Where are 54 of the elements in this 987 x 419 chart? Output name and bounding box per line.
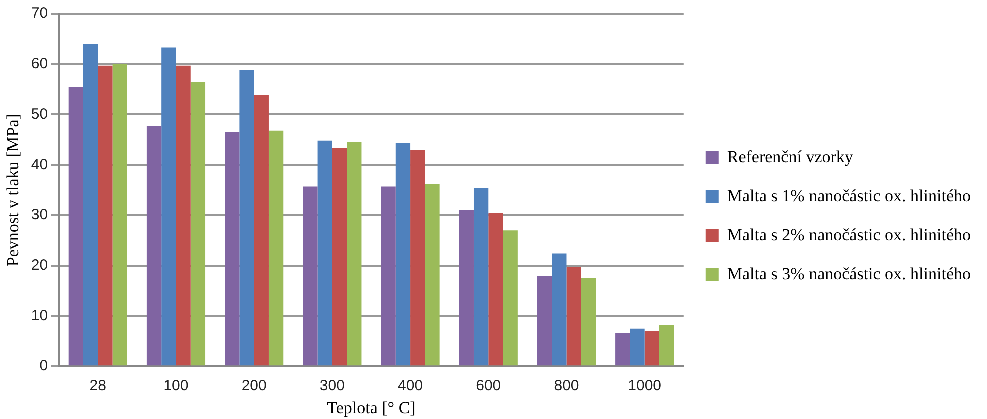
legend-label: Referenční vzorky — [727, 147, 854, 166]
bar — [488, 212, 504, 366]
x-tick-label: 600 — [476, 378, 502, 395]
y-tick-label: 60 — [31, 56, 48, 73]
bar — [225, 132, 240, 366]
bar — [146, 126, 162, 366]
bar — [552, 254, 567, 366]
x-tick-label: 800 — [554, 378, 580, 395]
x-tick-label: 300 — [320, 378, 345, 395]
bar — [537, 276, 552, 366]
bar — [112, 64, 128, 366]
bar — [630, 328, 645, 366]
bar — [268, 130, 284, 366]
bar — [68, 87, 84, 366]
bar — [176, 66, 191, 366]
bar — [381, 186, 396, 366]
y-tick-label: 10 — [31, 307, 48, 324]
y-tick-label: 20 — [31, 257, 48, 274]
y-tick-label: 70 — [31, 5, 48, 22]
bar — [83, 44, 98, 366]
x-tick-label: 100 — [164, 378, 189, 395]
bar — [396, 143, 411, 366]
y-axis-title: Pevnost v tlaku [MPa] — [4, 114, 23, 267]
bar — [474, 188, 489, 366]
bar — [347, 142, 362, 366]
x-tick-label: 28 — [90, 378, 106, 395]
bar — [410, 150, 426, 366]
bar — [98, 66, 113, 366]
bar — [581, 278, 596, 366]
y-tick-label: 50 — [31, 106, 48, 123]
y-tick-label: 0 — [40, 358, 48, 375]
bar — [318, 140, 332, 366]
bar — [254, 95, 269, 366]
x-tick-label: 1000 — [628, 378, 662, 395]
bar — [240, 70, 254, 366]
bar — [425, 184, 440, 366]
bar — [566, 267, 582, 366]
bar — [303, 186, 318, 366]
bar — [503, 230, 518, 366]
legend-label: Malta s 2% nanočástic ox. hlinitého — [727, 225, 972, 244]
x-axis-title: Teplota [° C] — [327, 398, 416, 418]
bar — [644, 331, 660, 366]
x-tick-label: 200 — [242, 378, 267, 395]
bar — [162, 48, 176, 366]
bar — [659, 325, 674, 366]
bar — [616, 333, 630, 366]
legend-label: Malta s 3% nanočástic ox. hlinitého — [727, 264, 972, 284]
legend-label: Malta s 1% nanočástic ox. hlinitého — [727, 186, 972, 206]
bar — [190, 82, 206, 366]
y-tick-label: 30 — [31, 206, 48, 224]
y-tick-label: 40 — [31, 156, 48, 174]
bar — [332, 148, 348, 366]
bar — [459, 210, 474, 366]
x-tick-label: 400 — [398, 378, 424, 395]
